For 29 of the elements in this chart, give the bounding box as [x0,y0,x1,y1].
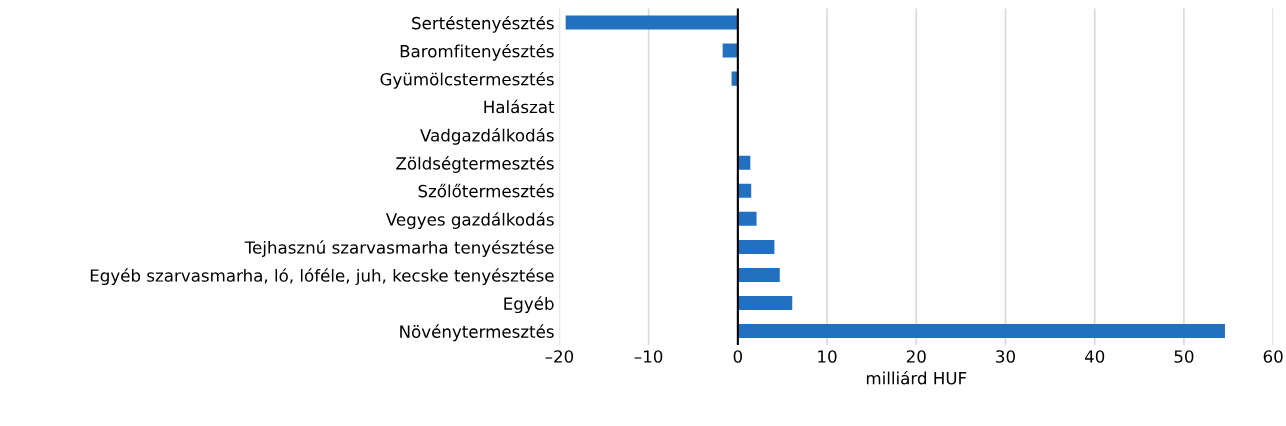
x-tick-label: 60 [1263,350,1283,363]
y-tick-label: Baromfitenyésztés [400,43,554,61]
y-tick-label: Sertéstenyésztés [412,15,554,33]
x-tick-label: –20 [545,350,574,363]
x-tick-label: 50 [1174,350,1194,363]
bar [737,211,757,226]
y-tick-label: Egyéb [504,296,554,314]
bar [737,239,775,254]
x-tick-label: –10 [634,350,663,363]
y-tick-label: Növénytermesztés [400,324,554,342]
x-axis-title: milliárd HUF [866,370,967,385]
x-tick-label: 0 [733,350,743,363]
x-tick-label: 30 [996,350,1015,363]
y-tick-label: Szőlőtermesztés [418,183,554,198]
y-tick-label: Tejhasznú szarvasmarha tenyésztése [244,240,554,258]
bar [722,43,738,58]
bar [737,324,1225,339]
x-tick-label: 10 [818,350,837,363]
y-tick-label: Vadgazdálkodás [420,128,554,145]
y-tick-label: Vegyes gazdálkodás [385,212,554,229]
bar [737,267,780,282]
y-tick-label: Gyümölcstermesztés [380,71,554,89]
x-tick-label: 20 [906,350,926,363]
y-tick-label: Zöldségtermesztés [396,156,554,173]
y-tick-label: Halászat [484,99,555,114]
y-tick-label: Egyéb szarvasmarha, ló, lóféle, juh, kecske tenyésztése [90,268,554,286]
bar [737,295,793,310]
x-tick-label: 40 [1084,350,1105,363]
bar [565,15,738,30]
